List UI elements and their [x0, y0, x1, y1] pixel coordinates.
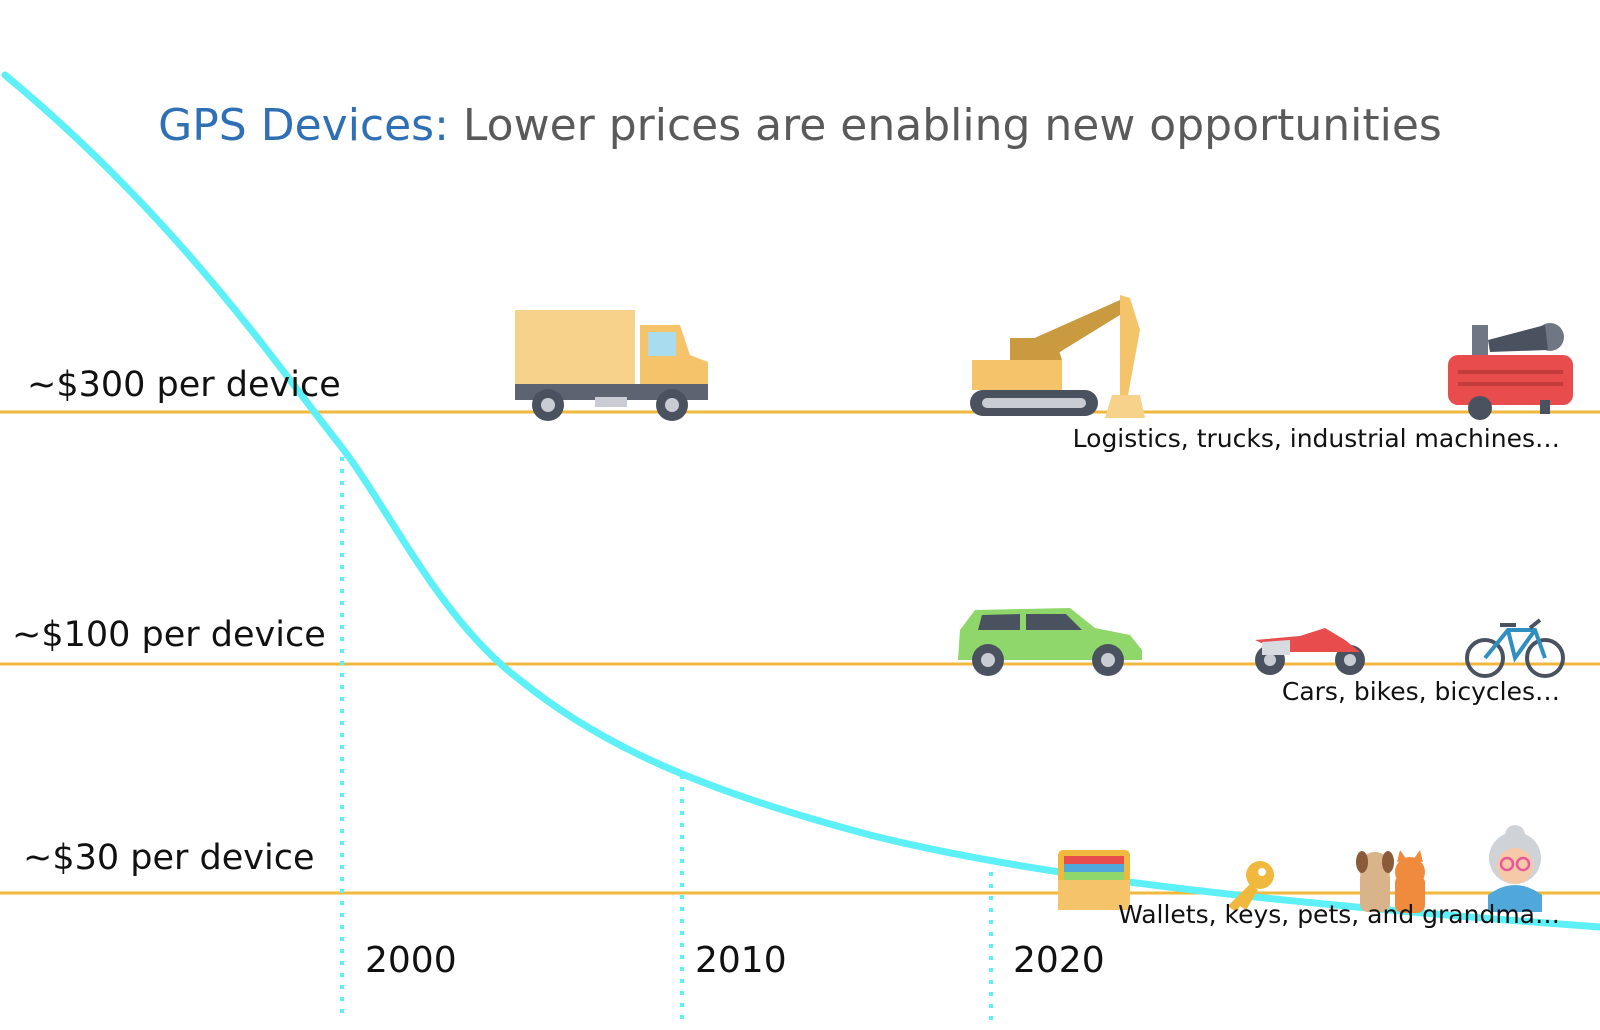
key-icon	[1228, 861, 1274, 912]
tier-caption-300: Logistics, trucks, industrial machines…	[1072, 424, 1560, 453]
slide-title: GPS Devices: Lower prices are enabling n…	[0, 100, 1600, 151]
title-highlight: GPS Devices:	[158, 100, 449, 151]
tier-caption-30: Wallets, keys, pets, and grandma…	[1118, 900, 1560, 929]
car-icon	[958, 608, 1142, 676]
year-label-2000: 2000	[365, 940, 457, 981]
year-label-2010: 2010	[695, 940, 787, 981]
tier-label-100: ~$100 per device	[12, 615, 326, 655]
bicycle-icon	[1465, 618, 1565, 678]
dog-cat-icon	[1356, 850, 1425, 913]
excavator-icon	[970, 295, 1145, 418]
motorcycle-icon	[1255, 628, 1365, 675]
truck-icon	[515, 310, 708, 421]
grandma-icon	[1488, 825, 1542, 912]
price-curve	[1, 71, 1600, 931]
wallet-icon	[1058, 850, 1130, 910]
title-rest: Lower prices are enabling new opportunit…	[448, 100, 1442, 151]
tier-label-300: ~$300 per device	[27, 365, 341, 405]
year-label-2020: 2020	[1013, 940, 1105, 981]
air-compressor-icon	[1448, 323, 1573, 420]
tier-caption-100: Cars, bikes, bicycles…	[1281, 677, 1560, 706]
tier-label-30: ~$30 per device	[23, 838, 315, 878]
